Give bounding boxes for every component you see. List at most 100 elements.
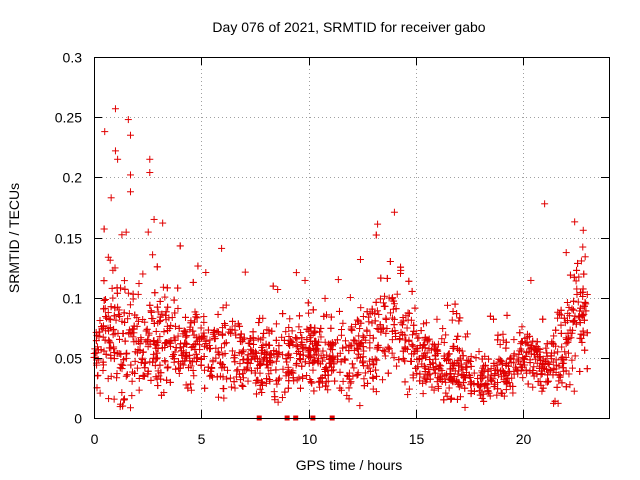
data-point — [159, 283, 167, 291]
data-point — [455, 317, 463, 325]
data-point — [191, 308, 199, 316]
data-point — [360, 375, 368, 383]
data-point — [303, 336, 311, 344]
data-point — [149, 315, 157, 323]
data-point — [94, 343, 102, 351]
data-point — [360, 362, 368, 370]
data-point — [249, 340, 257, 348]
data-point — [154, 337, 162, 345]
data-point — [491, 370, 499, 378]
data-point — [410, 327, 418, 335]
data-point — [288, 327, 296, 335]
data-point — [100, 225, 108, 233]
data-point — [509, 389, 517, 397]
data-point — [104, 324, 112, 332]
data-point — [201, 384, 209, 392]
data-point — [325, 359, 333, 367]
data-point — [576, 319, 584, 327]
data-point — [284, 363, 292, 371]
data-point — [502, 344, 510, 352]
data-point — [581, 346, 589, 354]
data-point — [388, 349, 396, 357]
data-point — [146, 301, 154, 309]
data-point — [147, 307, 155, 315]
data-point — [379, 299, 387, 307]
data-point — [388, 327, 396, 335]
data-point — [220, 385, 228, 393]
data-point — [260, 329, 268, 337]
data-point — [124, 289, 132, 297]
data-point — [167, 321, 175, 329]
data-point — [496, 367, 504, 375]
data-point — [408, 341, 416, 349]
data-point — [192, 350, 200, 358]
data-point — [581, 302, 589, 310]
data-point — [162, 308, 170, 316]
data-point — [206, 336, 214, 344]
data-point — [334, 352, 342, 360]
data-point — [134, 338, 142, 346]
data-point — [510, 359, 518, 367]
data-point — [295, 323, 303, 331]
data-point — [263, 361, 271, 369]
data-point — [174, 284, 182, 292]
data-point — [357, 319, 365, 327]
data-point — [510, 367, 518, 375]
data-point — [294, 343, 302, 351]
data-point — [539, 384, 547, 392]
data-point — [359, 332, 367, 340]
data-point — [395, 356, 403, 364]
data-point — [152, 327, 160, 335]
data-point — [303, 371, 311, 379]
data-point — [583, 365, 591, 373]
data-point — [409, 342, 417, 350]
data-point — [445, 355, 453, 363]
data-point — [546, 366, 554, 374]
data-point — [518, 347, 526, 355]
data-point — [105, 395, 113, 403]
data-point — [418, 352, 426, 360]
data-point — [438, 335, 446, 343]
data-point — [569, 318, 577, 326]
data-point — [409, 371, 417, 379]
data-point — [583, 329, 591, 337]
data-point — [193, 314, 201, 322]
data-point — [174, 304, 182, 312]
data-point — [190, 341, 198, 349]
data-point — [553, 383, 561, 391]
data-point — [127, 404, 135, 412]
data-point — [478, 388, 486, 396]
data-point — [259, 334, 267, 342]
data-point — [416, 370, 424, 378]
data-point — [316, 328, 324, 336]
data-point — [111, 304, 119, 312]
data-point — [292, 269, 300, 277]
data-point — [258, 389, 266, 397]
data-point — [230, 354, 238, 362]
data-point — [435, 374, 443, 382]
data-point — [222, 339, 230, 347]
data-point — [125, 310, 133, 318]
data-point — [143, 325, 151, 333]
data-point — [405, 337, 413, 345]
data-point — [157, 369, 165, 377]
data-point — [219, 351, 227, 359]
data-point — [122, 228, 130, 236]
data-point — [218, 244, 226, 252]
data-point — [282, 355, 290, 363]
data-point — [181, 339, 189, 347]
data-point — [317, 324, 325, 332]
data-point — [96, 316, 104, 324]
data-point — [252, 348, 260, 356]
data-point — [411, 304, 419, 312]
data-point — [353, 344, 361, 352]
data-point — [393, 290, 401, 298]
y-tick-label: 0.25 — [55, 110, 82, 126]
data-point — [517, 367, 525, 375]
data-point — [416, 342, 424, 350]
data-point — [380, 348, 388, 356]
data-point — [352, 320, 360, 328]
data-point — [139, 316, 147, 324]
data-point — [289, 369, 297, 377]
data-point — [373, 372, 381, 380]
